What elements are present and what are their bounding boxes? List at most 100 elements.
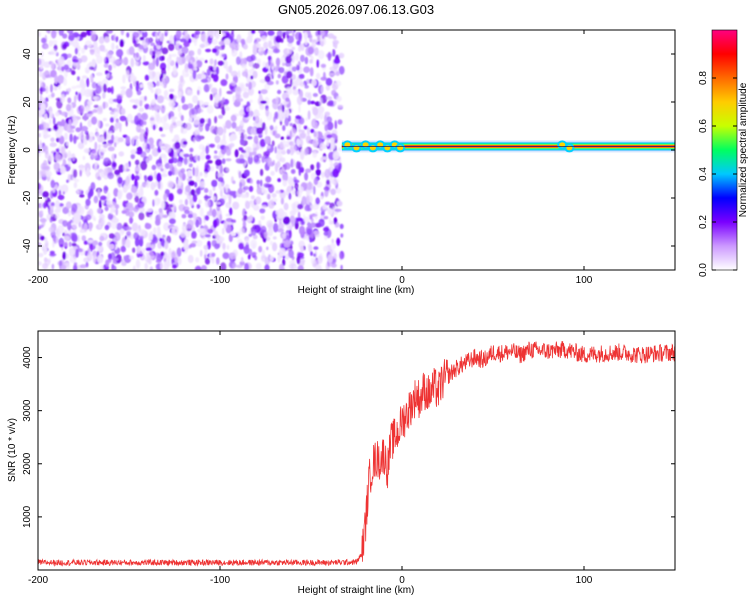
- noise-speckle: [122, 236, 126, 246]
- noise-speckle: [324, 201, 331, 205]
- noise-speckle: [190, 189, 196, 196]
- noise-speckle: [151, 98, 156, 105]
- noise-speckle: [134, 61, 139, 67]
- noise-speckle: [332, 168, 339, 178]
- noise-speckle: [296, 138, 301, 147]
- noise-speckle: [147, 251, 155, 261]
- noise-speckle: [38, 182, 41, 190]
- noise-speckle: [119, 59, 124, 64]
- noise-speckle: [62, 220, 68, 227]
- noise-speckle: [192, 194, 198, 203]
- noise-speckle: [164, 32, 168, 37]
- noise-speckle: [145, 247, 153, 252]
- noise-speckle: [81, 82, 86, 90]
- noise-speckle: [202, 103, 205, 109]
- noise-speckle: [214, 116, 218, 124]
- noise-speckle: [172, 122, 177, 126]
- noise-speckle: [148, 106, 152, 110]
- noise-speckle: [194, 265, 202, 270]
- noise-speckle: [206, 68, 211, 77]
- noise-speckle: [216, 172, 224, 178]
- noise-speckle: [55, 148, 60, 152]
- noise-speckle: [209, 58, 214, 65]
- noise-speckle: [312, 106, 319, 116]
- noise-speckle: [218, 182, 222, 190]
- noise-speckle: [223, 186, 227, 191]
- noise-speckle: [163, 193, 168, 202]
- noise-speckle: [180, 114, 184, 122]
- noise-speckle: [225, 119, 232, 129]
- noise-speckle: [212, 196, 216, 201]
- noise-speckle: [250, 228, 257, 236]
- noise-speckle: [213, 230, 218, 238]
- noise-speckle: [114, 169, 121, 176]
- noise-speckle: [317, 50, 325, 60]
- noise-speckle: [177, 161, 183, 167]
- noise-speckle: [261, 249, 265, 256]
- noise-speckle: [307, 110, 311, 120]
- noise-speckle: [296, 255, 301, 265]
- noise-speckle: [86, 167, 90, 178]
- noise-speckle: [83, 240, 88, 245]
- noise-speckle: [71, 70, 76, 76]
- colorbar-tick-label: 0.6: [698, 119, 709, 133]
- noise-speckle: [188, 244, 192, 249]
- noise-speckle: [71, 85, 77, 90]
- noise-speckle: [301, 196, 307, 206]
- noise-speckle: [192, 61, 198, 68]
- noise-speckle: [307, 99, 311, 105]
- noise-speckle: [108, 201, 116, 208]
- noise-speckle: [280, 136, 284, 140]
- noise-speckle: [50, 84, 53, 93]
- noise-speckle: [209, 34, 214, 39]
- noise-speckle: [219, 213, 223, 222]
- noise-speckle: [203, 244, 209, 250]
- noise-speckle: [126, 231, 131, 236]
- noise-speckle: [58, 185, 63, 191]
- noise-speckle: [323, 245, 329, 252]
- noise-speckle: [232, 180, 236, 184]
- noise-speckle: [105, 259, 110, 267]
- spec-x-tick-label: -100: [210, 275, 230, 286]
- noise-speckle: [111, 42, 115, 51]
- noise-speckle: [327, 262, 333, 268]
- noise-speckle: [139, 206, 145, 213]
- noise-speckle: [81, 47, 86, 54]
- noise-speckle: [214, 59, 217, 66]
- noise-speckle: [195, 257, 200, 263]
- noise-speckle: [59, 165, 66, 175]
- noise-speckle: [63, 64, 69, 70]
- noise-speckle: [54, 74, 58, 85]
- noise-speckle: [55, 111, 60, 117]
- noise-speckle: [282, 62, 286, 67]
- noise-speckle: [297, 46, 301, 52]
- noise-speckle: [68, 241, 72, 247]
- noise-speckle: [331, 238, 334, 244]
- noise-speckle: [322, 120, 329, 126]
- noise-speckle: [332, 49, 336, 57]
- noise-speckle: [320, 63, 327, 68]
- noise-speckle: [142, 61, 150, 66]
- noise-speckle: [217, 176, 224, 182]
- noise-speckle: [50, 202, 55, 207]
- noise-speckle: [82, 155, 86, 161]
- noise-speckle: [296, 95, 303, 106]
- noise-speckle: [153, 104, 161, 112]
- noise-speckle: [256, 187, 263, 195]
- noise-speckle: [57, 194, 65, 201]
- noise-speckle: [260, 100, 267, 104]
- noise-speckle: [258, 245, 263, 253]
- noise-speckle: [291, 46, 296, 51]
- noise-speckle: [133, 39, 137, 45]
- noise-speckle: [310, 257, 316, 265]
- noise-speckle: [327, 254, 333, 264]
- noise-speckle: [290, 169, 296, 174]
- noise-speckle: [154, 71, 161, 78]
- noise-speckle: [135, 83, 139, 92]
- noise-speckle: [316, 34, 321, 42]
- noise-speckle: [198, 57, 205, 62]
- noise-speckle: [94, 161, 99, 166]
- noise-speckle: [188, 117, 193, 123]
- noise-speckle: [277, 73, 282, 79]
- noise-speckle: [208, 83, 212, 89]
